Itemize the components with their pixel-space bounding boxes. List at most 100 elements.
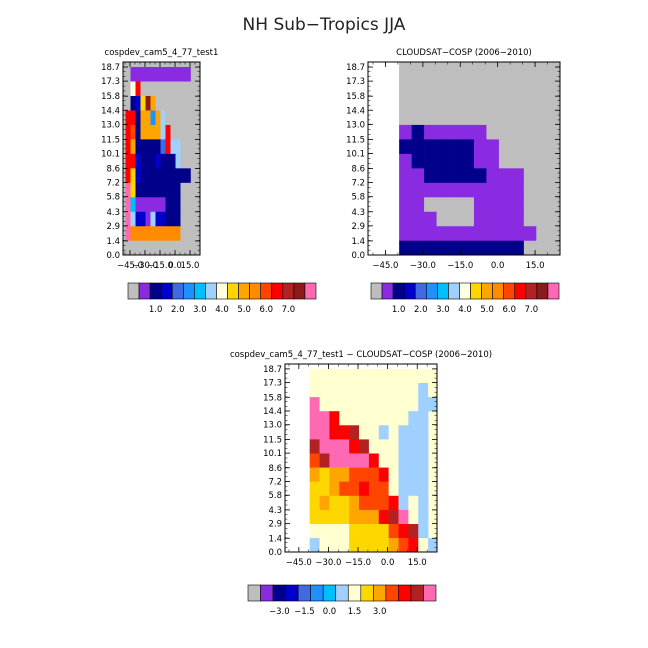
colorbar-label: 4.0 (215, 305, 229, 315)
heatmap-cell (418, 509, 429, 525)
heatmap-cell (418, 495, 429, 511)
heatmap-cell (349, 397, 360, 412)
panel-cloudsat: CLOUDSAT−COSP (2006−2010) 0.0 1.4 2.9 4.3 5.8… (346, 48, 561, 315)
heatmap-cell (309, 382, 320, 398)
heatmap-cell (498, 110, 512, 126)
heatmap-cell (170, 110, 176, 126)
colorbar-swatch (149, 282, 162, 300)
heatmap-cell (309, 538, 320, 552)
heatmap-cell (140, 226, 146, 242)
heatmap-cell (378, 368, 389, 384)
heatmap-cell (536, 95, 550, 111)
heatmap-cell (359, 411, 370, 426)
heatmap-cell (411, 124, 425, 140)
heatmap-cell (349, 425, 360, 440)
heatmap-cell (411, 182, 425, 198)
heatmap-cell (436, 197, 450, 213)
heatmap-cell (511, 240, 525, 255)
colorbar-swatch (360, 584, 374, 602)
x-tick-label: 0.0 (491, 261, 505, 271)
heatmap-cell (155, 211, 161, 227)
heatmap-cell (398, 509, 409, 525)
heatmap-cell (160, 139, 166, 155)
heatmap-cell (135, 81, 141, 97)
heatmap-cell (180, 124, 186, 140)
heatmap-cell (185, 81, 191, 97)
heatmap-cell (155, 182, 161, 198)
heatmap-cell (359, 467, 370, 482)
heatmap-cell (424, 168, 437, 184)
heatmap-cell (155, 110, 161, 126)
heatmap-cell (160, 168, 166, 184)
heatmap-cell (349, 411, 360, 426)
y-tick-label: 1.4 (351, 237, 365, 247)
heatmap-cell (449, 211, 462, 227)
heatmap-cell (428, 368, 437, 384)
heatmap-cell (408, 538, 419, 552)
y-tick-label: 13.0 (101, 120, 120, 130)
heatmap-cell (523, 211, 537, 227)
x-tick-label: −15.0 (147, 261, 173, 271)
colorbar-label: 6.0 (259, 305, 273, 315)
colorbar-swatch (414, 282, 427, 300)
heatmap-cell (140, 153, 146, 169)
colorbar: −3.0 −1.5 0.0 1.5 3.0 (247, 584, 437, 617)
heatmap-cell (130, 81, 136, 97)
heatmap-cell (170, 153, 176, 169)
x-tick-label: −30.0 (315, 558, 341, 568)
heatmap-cell (319, 368, 330, 384)
heatmap-cell (436, 240, 450, 255)
heatmap-cell (180, 95, 186, 111)
heatmap-cell (155, 67, 161, 82)
x-tick-label: 0.0 (381, 558, 395, 568)
heatmap-cell (185, 110, 191, 126)
heatmap-cell (359, 538, 370, 552)
heatmap-cell (125, 67, 131, 82)
colorbar-swatch (127, 282, 140, 300)
heatmap-cell (411, 67, 425, 82)
heatmap-cell (418, 397, 429, 412)
heatmap-cell (160, 81, 166, 97)
heatmap-cell (473, 81, 487, 97)
heatmap-cell (473, 153, 487, 169)
heatmap-cell (399, 226, 412, 242)
colorbar-label: 1.5 (348, 607, 362, 617)
heatmap-cell (180, 182, 186, 198)
heatmap-cell (548, 124, 560, 140)
heatmap-cell (523, 197, 537, 213)
heatmap-cell (378, 538, 389, 552)
heatmap-cell (388, 411, 399, 426)
panel-model: cospdev_cam5_4_77_test1 0.0 1.4 2.9 4.3 5.8 7.… (101, 48, 317, 315)
heatmap-cell (523, 81, 537, 97)
heatmap-cell (536, 67, 550, 82)
heatmap-cell (388, 467, 399, 482)
heatmap-cell (368, 509, 380, 525)
heatmap-cell (349, 509, 360, 525)
heatmap-cell (180, 197, 186, 213)
heatmap-cell (180, 240, 186, 255)
heatmap-cell (155, 81, 161, 97)
heatmap-cell (170, 168, 176, 184)
heatmap-cell (160, 110, 166, 126)
heatmap-cell (498, 139, 512, 155)
x-tick-label: −45.0 (286, 558, 312, 568)
colorbar-swatch (310, 584, 324, 602)
heatmap-cell (388, 397, 399, 412)
heatmap-cell (461, 182, 475, 198)
heatmap-cell (319, 467, 330, 482)
colorbar-swatch (238, 282, 250, 300)
heatmap-cell (309, 495, 320, 511)
colorbar-swatch (459, 282, 471, 300)
heatmap-cell (449, 168, 462, 184)
heatmap-cell (461, 197, 475, 213)
colorbar-swatch (423, 584, 437, 602)
heatmap-cell (150, 197, 156, 213)
heatmap-cell (165, 211, 171, 227)
heatmap-cell (130, 240, 136, 255)
heatmap-cell (185, 139, 191, 155)
colorbar-swatch (481, 282, 493, 300)
y-tick-label: 15.8 (263, 393, 282, 403)
heatmap-cell (309, 481, 320, 497)
heatmap-cell (486, 139, 500, 155)
colorbar-swatch (347, 584, 362, 602)
